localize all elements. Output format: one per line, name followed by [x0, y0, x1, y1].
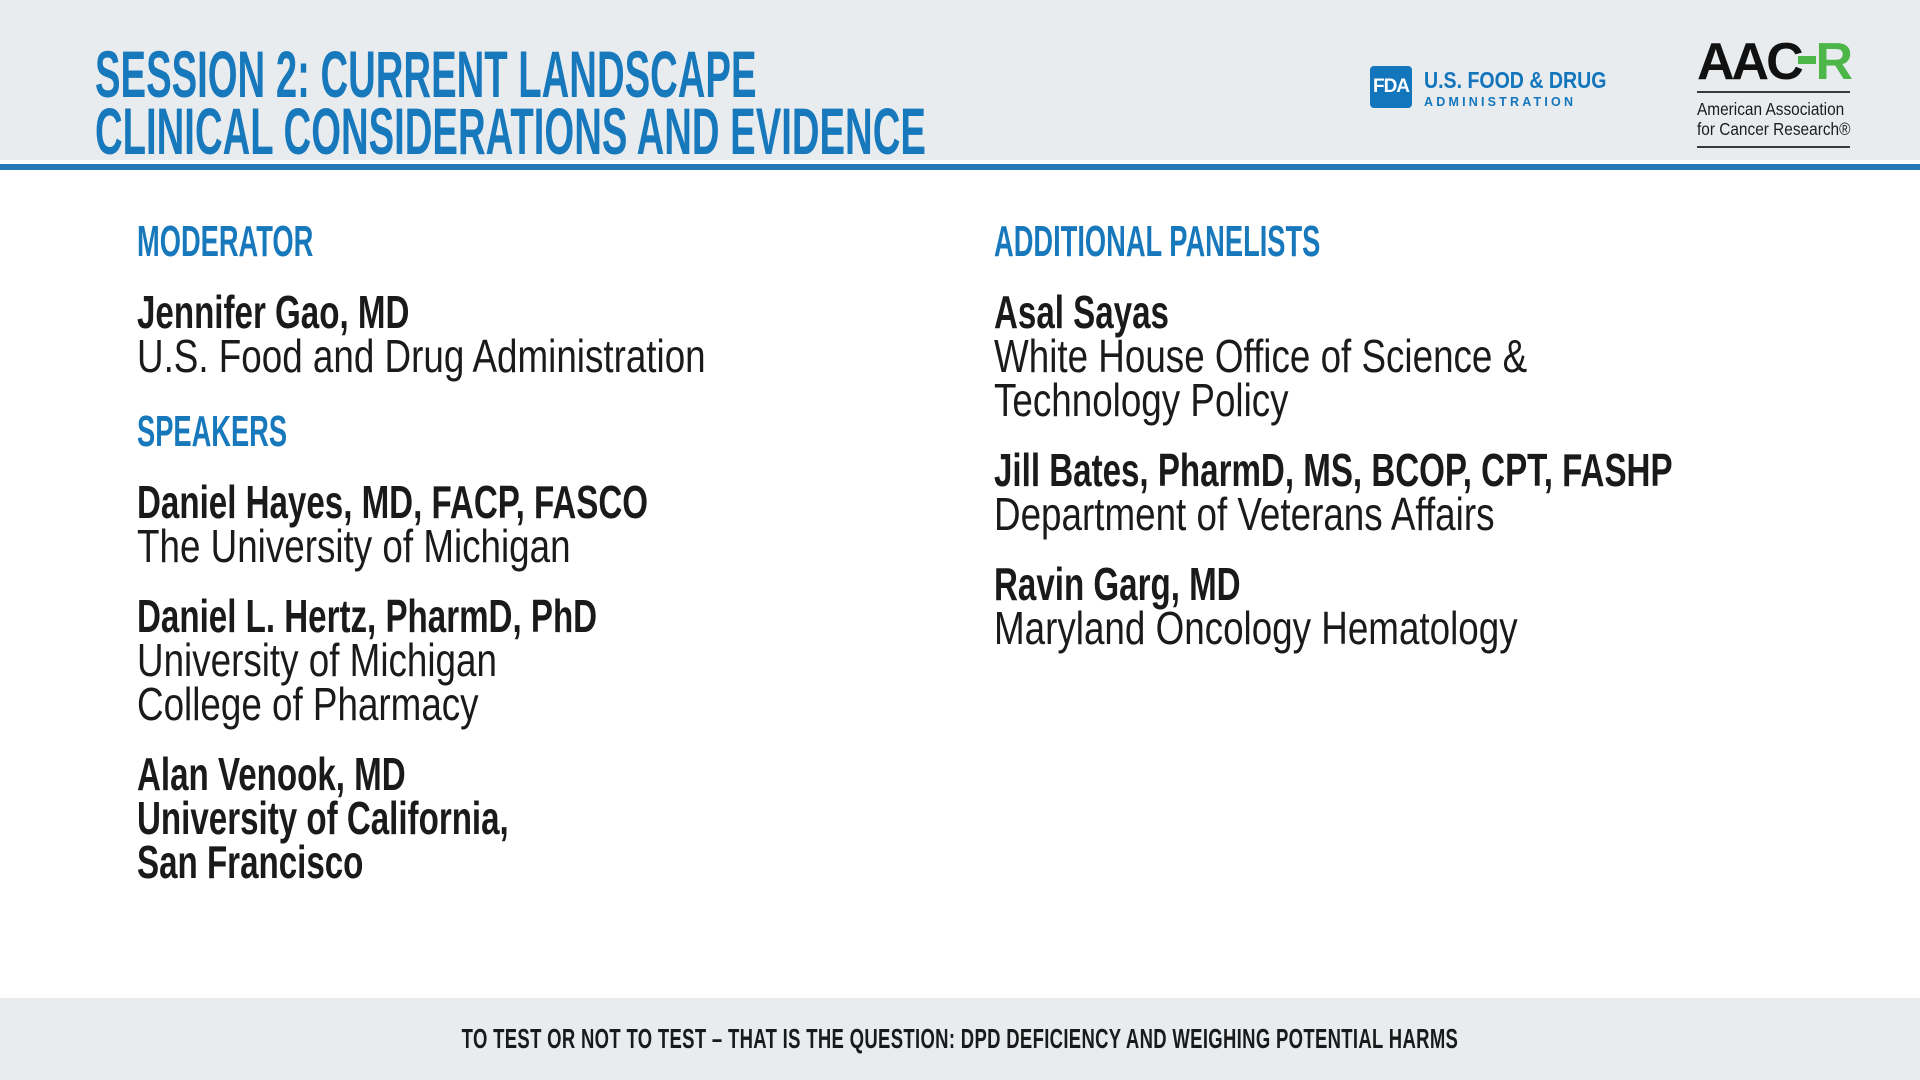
aacr-tagline-line2: for Cancer Research®: [1697, 119, 1851, 139]
aacr-rule-bottom: [1697, 146, 1850, 148]
person-affiliation: Department of Veterans Affairs: [994, 488, 1495, 540]
aacr-tagline-line1: American Association: [1697, 99, 1845, 119]
person-affiliation: University of Michigan: [137, 634, 497, 686]
section-additional-panelists: ADDITIONAL PANELISTS Asal Sayas White Hous…: [994, 217, 1920, 654]
person-affiliation: White House Office of Science &: [994, 330, 1528, 382]
person-name: Jill Bates, PharmD, MS, BCOP, CPT, FASHP: [994, 444, 1673, 496]
aacr-logo: AAC R American Association for Cancer Res…: [1697, 33, 1853, 148]
person-affiliation: The University of Michigan: [137, 520, 571, 572]
fda-abbr: FDA: [1372, 76, 1410, 97]
fda-logo: FDA U.S. FOOD & DRUG ADMINISTRATION: [1370, 66, 1639, 109]
person: Jennifer Gao, MD U.S. Food and Drug Admin…: [137, 286, 848, 382]
aacr-rule-top: [1697, 91, 1850, 93]
person: Asal Sayas White House Office of Science …: [994, 286, 1920, 426]
right-column: ADDITIONAL PANELISTS Asal Sayas White Hous…: [994, 220, 1920, 676]
footer-title: TO TEST OR NOT TO TEST – THAT IS THE QUE…: [461, 1023, 1459, 1054]
fda-name-line1: U.S. FOOD & DRUG: [1424, 67, 1607, 93]
aacr-wordmark-black: AAC: [1697, 33, 1804, 91]
fda-logo-icon: FDA: [1370, 66, 1412, 108]
aacr-dash-icon: [1797, 56, 1817, 64]
fda-wordmark: U.S. FOOD & DRUG ADMINISTRATION: [1424, 66, 1639, 109]
section-heading-additional-panelists: ADDITIONAL PANELISTS: [994, 217, 1321, 266]
section-heading-speakers: SPEAKERS: [137, 407, 288, 456]
person-name: Ravin Garg, MD: [994, 558, 1241, 610]
person-affiliation: San Francisco: [137, 836, 364, 888]
slide-title: SESSION 2: CURRENT LANDSCAPE CLINICAL CO…: [95, 37, 926, 168]
header-band: [0, 0, 1920, 160]
person-affiliation: College of Pharmacy: [137, 678, 479, 730]
person-name: Alan Venook, MD: [137, 748, 406, 800]
aacr-wordmark-green: R: [1815, 33, 1853, 91]
header-divider: [0, 164, 1920, 170]
slide-title-line1: SESSION 2: CURRENT LANDSCAPE: [95, 37, 757, 111]
person-name: Daniel L. Hertz, PharmD, PhD: [137, 590, 598, 642]
fda-name-line2: ADMINISTRATION: [1424, 95, 1577, 109]
person: Daniel L. Hertz, PharmD, PhD University o…: [137, 590, 848, 730]
person: Daniel Hayes, MD, FACP, FASCO The Univers…: [137, 476, 848, 572]
slide-title-line2: CLINICAL CONSIDERATIONS AND EVIDENCE: [95, 94, 926, 168]
person: Jill Bates, PharmD, MS, BCOP, CPT, FASHP…: [994, 444, 1920, 540]
person-affiliation: Technology Policy: [994, 374, 1289, 426]
left-column: MODERATOR Jennifer Gao, MD U.S. Food and D…: [137, 220, 848, 910]
person-affiliation: Maryland Oncology Hematology: [994, 602, 1518, 654]
footer-band: TO TEST OR NOT TO TEST – THAT IS THE QUE…: [0, 998, 1920, 1080]
person-affiliation: U.S. Food and Drug Administration: [137, 330, 706, 382]
section-speakers: SPEAKERS Daniel Hayes, MD, FACP, FASCO The…: [137, 407, 848, 888]
section-moderator: MODERATOR Jennifer Gao, MD U.S. Food and D…: [137, 217, 848, 382]
section-heading-moderator: MODERATOR: [137, 217, 314, 266]
person: Ravin Garg, MD Maryland Oncology Hematolo…: [994, 558, 1920, 654]
person-name: Asal Sayas: [994, 286, 1169, 338]
person-name: Jennifer Gao, MD: [137, 286, 410, 338]
aacr-wordmark: AAC R: [1697, 33, 1853, 91]
person-name: Daniel Hayes, MD, FACP, FASCO: [137, 476, 649, 528]
person: Alan Venook, MD University of California,…: [137, 748, 848, 888]
person-affiliation: University of California,: [137, 792, 509, 844]
